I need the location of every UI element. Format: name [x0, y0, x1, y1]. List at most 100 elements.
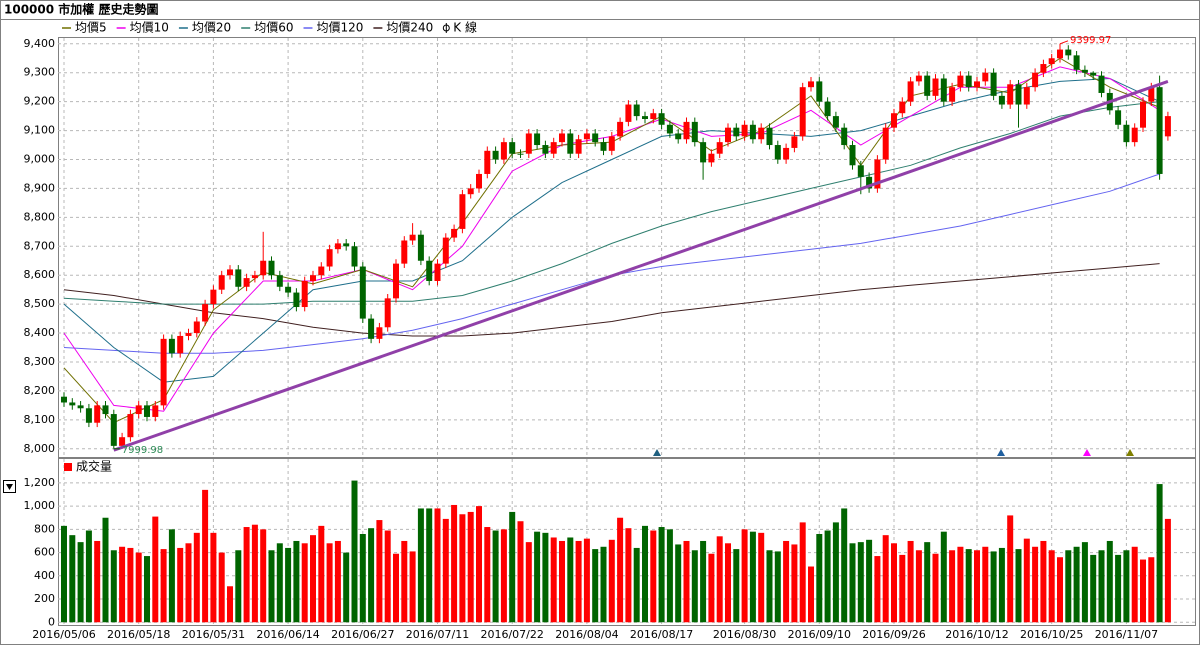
candle-body — [567, 133, 574, 154]
annotation-pointer — [1059, 40, 1069, 45]
candle-body — [816, 81, 823, 102]
candle-body — [1123, 124, 1130, 143]
candle-body — [61, 396, 67, 403]
candle-body — [774, 145, 781, 160]
candle-body — [492, 150, 499, 160]
volume-bar — [77, 542, 84, 623]
volume-bar — [932, 553, 939, 623]
candle-body — [476, 173, 482, 189]
volume-bar — [127, 547, 134, 623]
candle-body — [243, 278, 250, 287]
volume-bar — [650, 530, 657, 623]
volume-tick-label: 0 — [48, 615, 55, 628]
volume-tick-label: 800 — [34, 522, 55, 535]
collapse-icon[interactable] — [6, 484, 13, 490]
volume-bar — [982, 546, 989, 623]
y-tick-label: 8,700 — [24, 239, 56, 252]
candle-body — [965, 75, 972, 88]
candle-body — [741, 124, 748, 137]
volume-bar — [708, 553, 715, 623]
volume-bar — [1140, 559, 1146, 623]
candle-body — [857, 165, 864, 177]
signal-marker — [653, 449, 661, 456]
candle-body — [982, 72, 989, 82]
x-tick-label: 2016/05/06 — [32, 628, 95, 641]
x-tick-label: 2016/09/10 — [788, 628, 851, 641]
x-tick-label: 2016/08/04 — [555, 628, 618, 641]
candle-body — [144, 405, 150, 417]
volume-bar — [1131, 546, 1138, 623]
volume-bar — [144, 556, 150, 623]
volume-bar — [1156, 484, 1163, 623]
volume-bar — [891, 543, 897, 623]
candle-body — [393, 263, 399, 299]
candle-body — [509, 142, 516, 154]
volume-bar — [442, 518, 449, 623]
candle-body — [135, 405, 142, 415]
volume-bar — [359, 534, 366, 623]
volume-bar — [559, 540, 565, 623]
volume-bar — [998, 547, 1005, 623]
x-tick-label: 2016/08/17 — [630, 628, 693, 641]
volume-bar — [210, 532, 217, 623]
high-annotation: 9399.97 — [1070, 35, 1111, 46]
candle-body — [293, 292, 300, 308]
moving-average — [63, 263, 1160, 337]
candle-body — [915, 75, 922, 82]
volume-bar — [1057, 557, 1063, 623]
candle-body — [500, 142, 507, 160]
y-tick-label: 8,300 — [24, 355, 56, 368]
candle-body — [683, 121, 690, 140]
candle-body — [791, 136, 798, 148]
volume-bar — [384, 530, 391, 623]
x-tick-label: 2016/08/30 — [713, 628, 776, 641]
y-tick-label: 8,400 — [24, 326, 56, 339]
y-tick-label: 8,600 — [24, 268, 56, 281]
candle-body — [891, 113, 897, 128]
signal-marker — [1083, 449, 1091, 456]
candle-body — [675, 133, 682, 140]
legend-label: 均價60 — [254, 21, 293, 35]
candle-body — [434, 263, 441, 281]
legend-label: 均價5 — [75, 21, 107, 35]
candle-body — [957, 75, 964, 88]
candle-body — [617, 121, 624, 137]
candle-body — [451, 228, 458, 238]
volume-bar — [1040, 540, 1047, 623]
volume-bar — [791, 544, 798, 623]
volume-bar — [1098, 550, 1105, 623]
volume-bar — [774, 551, 781, 623]
candle-body — [525, 133, 532, 154]
candle-body — [849, 145, 856, 166]
candle-body — [193, 321, 200, 334]
candle-body — [666, 124, 673, 134]
candle-body — [758, 127, 765, 140]
legend-label: 均價10 — [130, 21, 169, 35]
volume-bar — [874, 556, 881, 623]
volume-bar — [783, 540, 790, 623]
candle-body — [459, 194, 466, 229]
volume-bar — [152, 516, 159, 623]
y-tick-label: 8,800 — [24, 210, 56, 223]
x-tick-label: 2016/10/25 — [1020, 628, 1083, 641]
volume-bar — [716, 536, 723, 623]
volume-bar — [409, 551, 416, 623]
volume-bar — [940, 531, 947, 623]
volume-bar — [882, 535, 889, 623]
volume-bar — [268, 550, 275, 623]
volume-bar — [401, 540, 408, 623]
volume-panel — [58, 458, 1196, 626]
volume-bar — [1164, 518, 1171, 623]
volume-bar — [61, 525, 67, 623]
volume-bar — [193, 532, 200, 623]
volume-bar — [990, 551, 997, 623]
volume-bar — [725, 543, 731, 623]
candle-body — [409, 234, 416, 241]
candle-body — [1098, 75, 1105, 93]
candle-body — [1032, 72, 1039, 88]
volume-bar — [376, 520, 383, 623]
volume-bar — [426, 508, 433, 623]
candle-body — [285, 286, 292, 293]
candle-body — [94, 405, 101, 423]
volume-bar — [492, 530, 499, 623]
